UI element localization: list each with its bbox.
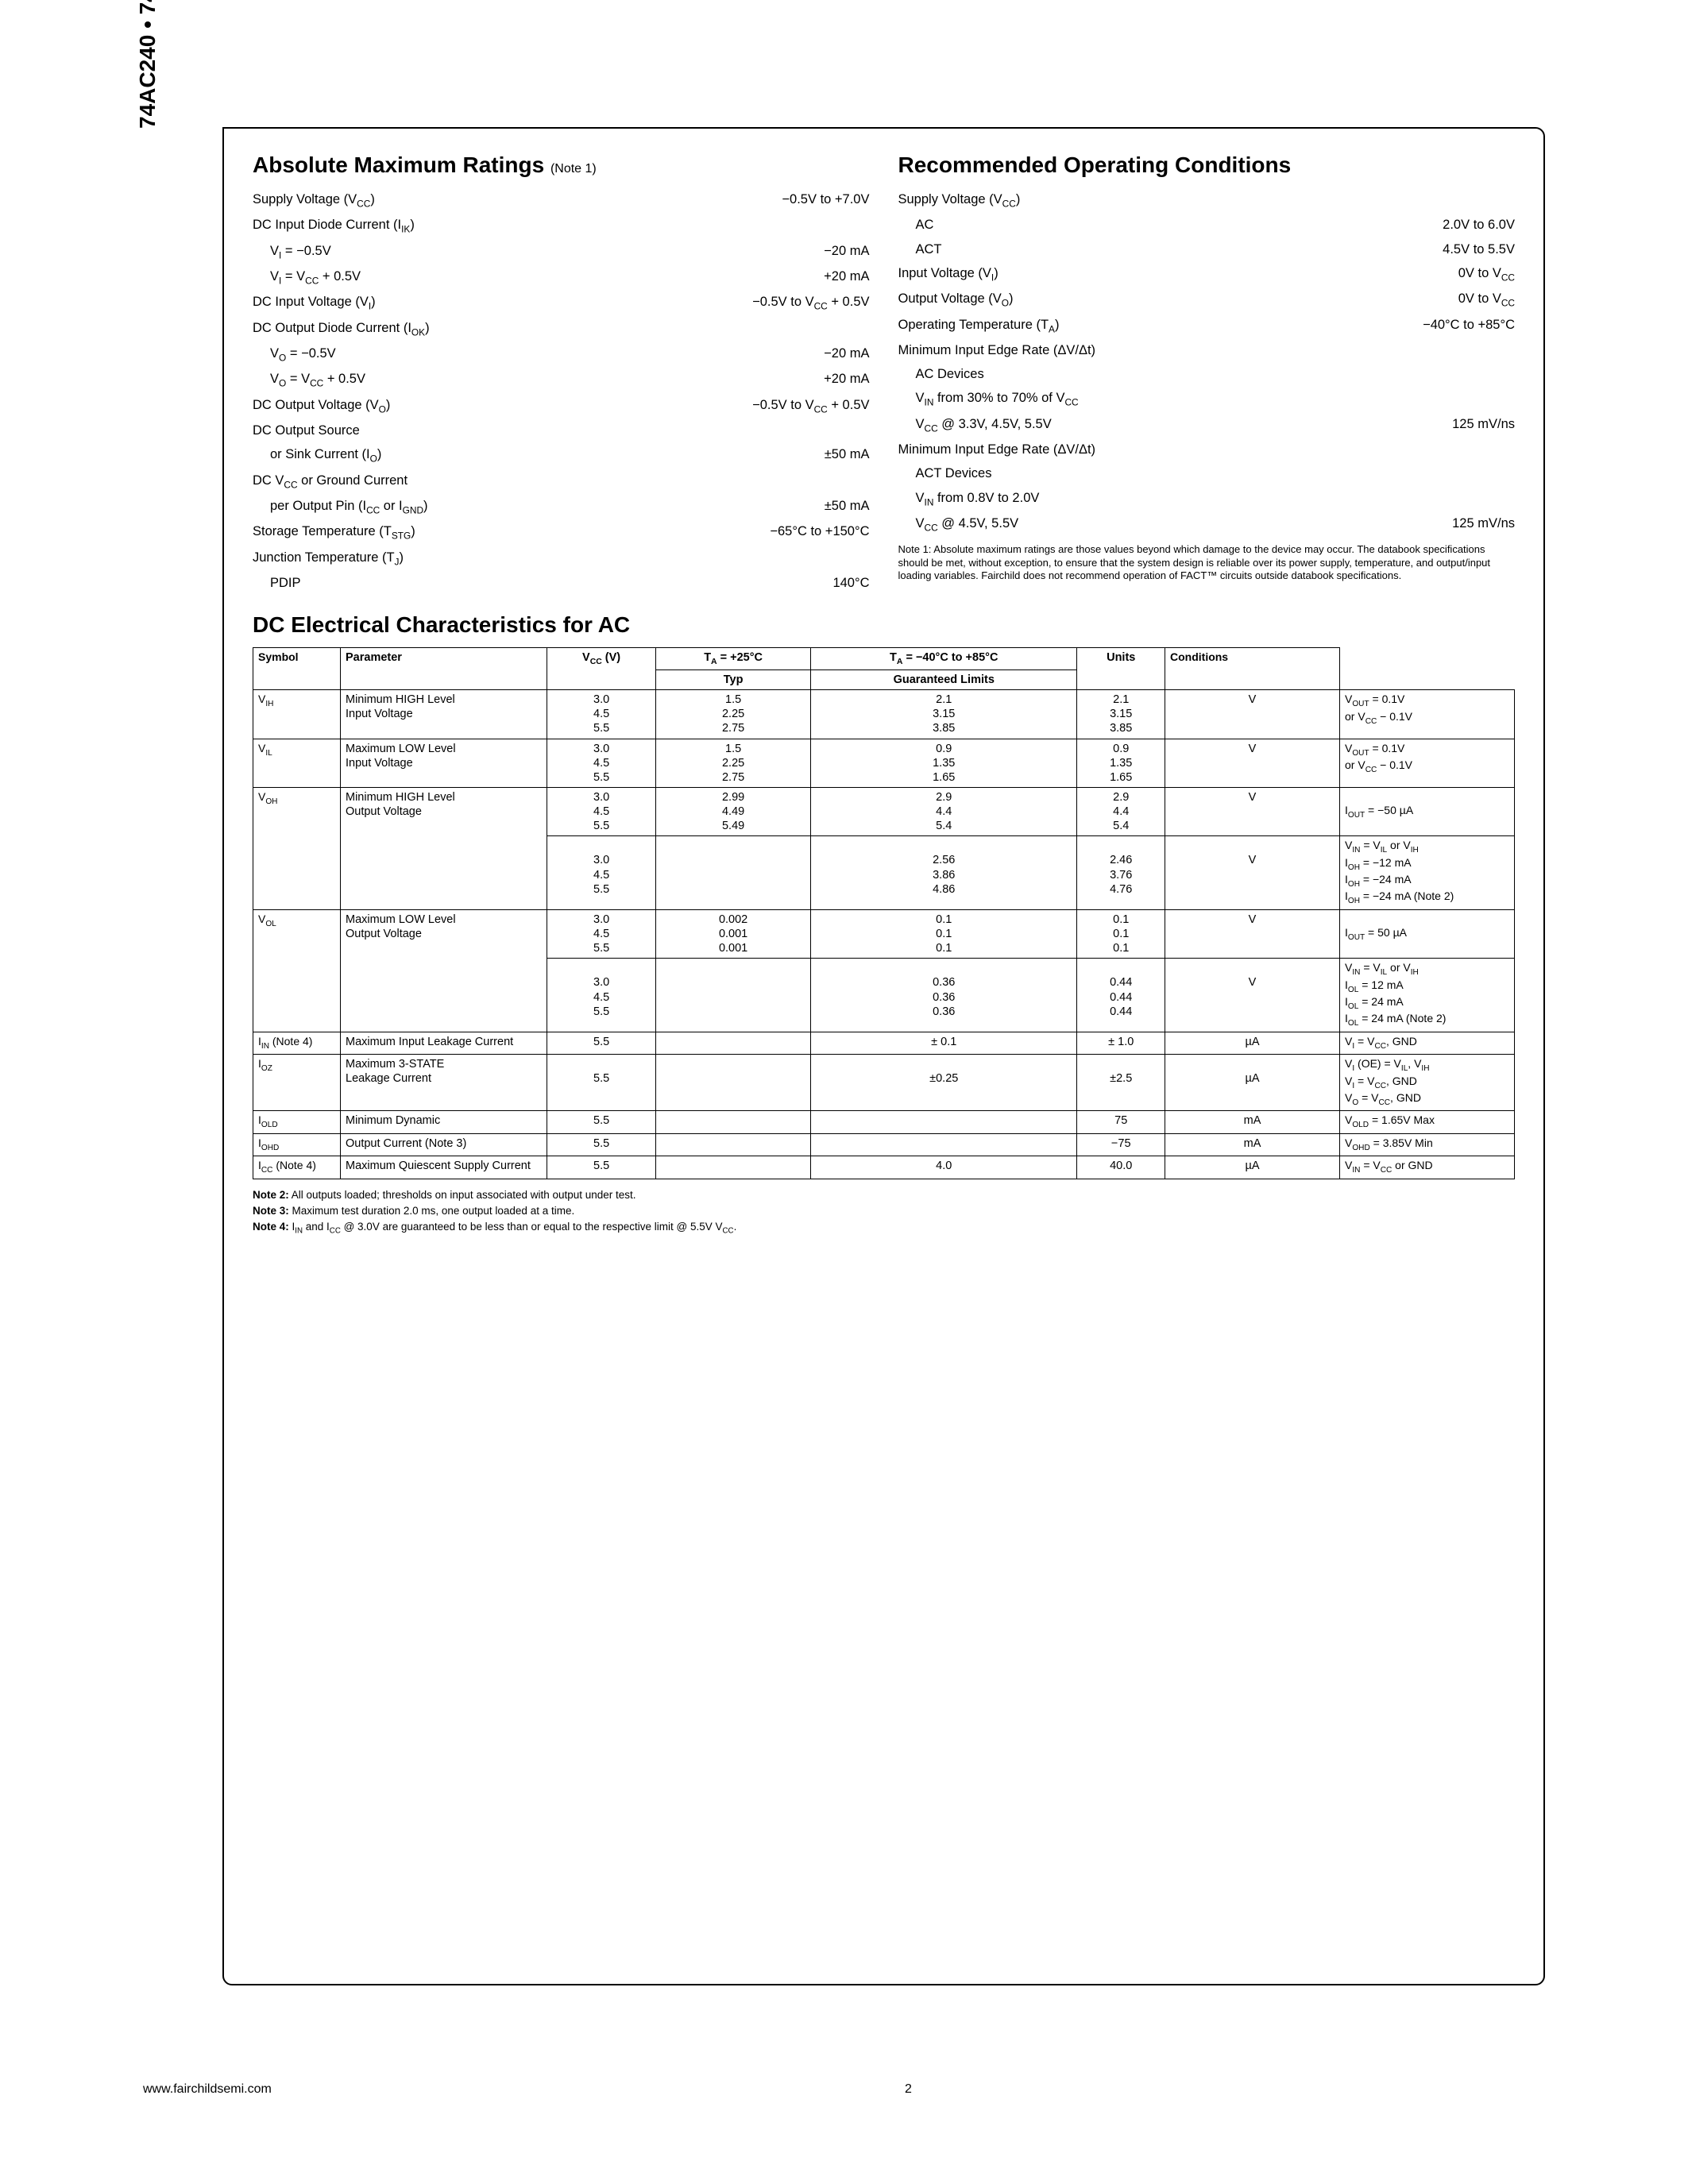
spec-label: VI = VCC + 0.5V xyxy=(253,268,824,287)
spec-label: Minimum Input Edge Rate (ΔV/Δt) xyxy=(898,341,1516,359)
spec-value: −65°C to +150°C xyxy=(770,523,869,542)
spec-label: Output Voltage (VO) xyxy=(898,290,1458,309)
spec-label: per Output Pin (ICC or IGND) xyxy=(253,497,825,516)
spec-value: 140°C xyxy=(832,574,869,592)
spec-label: DC Input Diode Current (IIK) xyxy=(253,216,870,235)
spec-label: PDIP xyxy=(253,574,832,592)
dc-table: Symbol Parameter VCC (V) TA = +25°C TA =… xyxy=(253,647,1515,1179)
spec-label: VO = VCC + 0.5V xyxy=(253,370,824,389)
spec-value: ±50 mA xyxy=(825,497,870,516)
amr-title: Absolute Maximum Ratings (Note 1) xyxy=(253,152,870,178)
spec-label: DC Input Voltage (VI) xyxy=(253,293,752,312)
spec-label: DC Output Source xyxy=(253,422,870,439)
spec-value: 125 mV/ns xyxy=(1452,415,1515,434)
spec-value: 0V to VCC xyxy=(1458,290,1515,309)
content-box: Absolute Maximum Ratings (Note 1) Supply… xyxy=(222,127,1545,1985)
sidetab: 74AC240 • 74ACT240 xyxy=(135,0,160,129)
dc-tbody: VIHMinimum HIGH Level Input Voltage3.04.… xyxy=(253,690,1515,1179)
top-two-col: Absolute Maximum Ratings (Note 1) Supply… xyxy=(253,148,1515,595)
th-typ: Typ xyxy=(656,670,811,690)
roc-col: Recommended Operating Conditions Supply … xyxy=(898,148,1516,595)
note-ref: (Note 1) xyxy=(550,162,597,176)
th-parameter: Parameter xyxy=(341,648,547,690)
footer-page: 2 xyxy=(905,2082,912,2097)
sidetab-text: 74AC240 • 74ACT240 xyxy=(135,0,160,129)
spec-value: +20 mA xyxy=(824,268,869,287)
spec-label: ACT Devices xyxy=(898,465,1516,482)
spec-value: ±50 mA xyxy=(825,446,870,465)
spec-label: or Sink Current (IO) xyxy=(253,446,825,465)
dc-title: DC Electrical Characteristics for AC xyxy=(253,612,1515,638)
amr-title-text: Absolute Maximum Ratings xyxy=(253,152,544,177)
spec-value: −20 mA xyxy=(824,345,869,364)
spec-label: DC Output Diode Current (IOK) xyxy=(253,319,870,338)
spec-label: VIN from 0.8V to 2.0V xyxy=(898,489,1516,508)
spec-label: DC Output Voltage (VO) xyxy=(253,396,752,415)
spec-value: −0.5V to VCC + 0.5V xyxy=(752,396,869,415)
notes-under: Note 2: All outputs loaded; thresholds o… xyxy=(253,1187,1515,1238)
spec-label: AC xyxy=(898,216,1443,233)
dc-section: DC Electrical Characteristics for AC Sym… xyxy=(253,612,1515,1237)
note3: Note 3: Maximum test duration 2.0 ms, on… xyxy=(253,1203,1515,1219)
th-tarange: TA = −40°C to +85°C xyxy=(811,648,1077,670)
th-units: Units xyxy=(1077,648,1165,690)
note2: Note 2: All outputs loaded; thresholds o… xyxy=(253,1187,1515,1203)
th-symbol: Symbol xyxy=(253,648,341,690)
spec-label: ACT xyxy=(898,241,1443,258)
roc-title: Recommended Operating Conditions xyxy=(898,152,1516,178)
spec-value: −20 mA xyxy=(824,242,869,261)
th-cond: Conditions xyxy=(1165,648,1340,690)
spec-value: 125 mV/ns xyxy=(1452,515,1515,534)
footer-url: www.fairchildsemi.com xyxy=(143,2082,272,2097)
spec-label: Storage Temperature (TSTG) xyxy=(253,523,770,542)
th-guar: Guaranteed Limits xyxy=(811,670,1077,690)
amr-list: Supply Voltage (VCC)−0.5V to +7.0V DC In… xyxy=(253,187,870,595)
spec-value: −0.5V to VCC + 0.5V xyxy=(752,293,869,312)
spec-label: Supply Voltage (VCC) xyxy=(253,191,782,210)
spec-label: Supply Voltage (VCC) xyxy=(898,191,1516,210)
roc-list: Supply Voltage (VCC) AC2.0V to 6.0V ACT4… xyxy=(898,187,1516,537)
footer: www.fairchildsemi.com 2 xyxy=(143,2082,1545,2097)
spec-label: Operating Temperature (TA) xyxy=(898,316,1423,335)
spec-label: AC Devices xyxy=(898,365,1516,383)
amr-col: Absolute Maximum Ratings (Note 1) Supply… xyxy=(253,148,870,595)
spec-label: Input Voltage (VI) xyxy=(898,264,1458,284)
th-ta25: TA = +25°C xyxy=(656,648,811,670)
note1-text: Note 1: Absolute maximum ratings are tho… xyxy=(898,543,1491,581)
spec-label: VCC @ 3.3V, 4.5V, 5.5V xyxy=(898,415,1453,434)
spec-value: 2.0V to 6.0V xyxy=(1443,216,1515,233)
spec-label: VO = −0.5V xyxy=(253,345,824,364)
spec-value: −0.5V to +7.0V xyxy=(782,191,869,210)
spec-label: VI = −0.5V xyxy=(253,242,824,261)
th-vcc: VCC (V) xyxy=(547,648,656,690)
note4: Note 4: IIN and ICC @ 3.0V are guarantee… xyxy=(253,1219,1515,1237)
page: 74AC240 • 74ACT240 Absolute Maximum Rati… xyxy=(0,0,1688,2184)
note1-block: Note 1: Absolute maximum ratings are tho… xyxy=(898,543,1516,583)
spec-label: VCC @ 4.5V, 5.5V xyxy=(898,515,1453,534)
spec-label: DC VCC or Ground Current xyxy=(253,472,870,491)
spec-label: Junction Temperature (TJ) xyxy=(253,549,870,568)
spec-value: −40°C to +85°C xyxy=(1423,316,1515,335)
spec-label: Minimum Input Edge Rate (ΔV/Δt) xyxy=(898,441,1516,458)
spec-label: VIN from 30% to 70% of VCC xyxy=(898,389,1516,408)
spec-value: 0V to VCC xyxy=(1458,264,1515,284)
spec-value: +20 mA xyxy=(824,370,869,389)
dc-thead: Symbol Parameter VCC (V) TA = +25°C TA =… xyxy=(253,648,1515,690)
spec-value: 4.5V to 5.5V xyxy=(1443,241,1515,258)
